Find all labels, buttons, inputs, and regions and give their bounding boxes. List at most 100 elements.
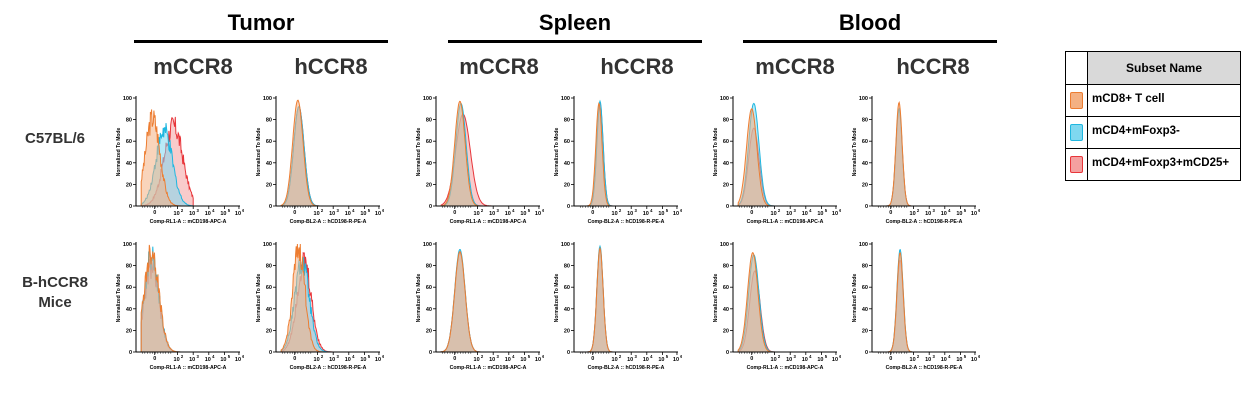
x-tick-label: 10	[360, 211, 366, 217]
y-axis-label: Normalized To Mode	[713, 128, 719, 177]
histogram-panel: 0 20 40 60 80 100 Normalized To Mode 0 10 2 10 3 10 4…	[254, 88, 385, 228]
y-tick-label: 80	[723, 264, 729, 270]
x-tick-label: 10	[910, 211, 916, 217]
x-tick-label: 10	[956, 211, 962, 217]
x-tick-label: 10	[474, 357, 480, 363]
y-tick-label: 0	[129, 204, 132, 210]
x-tick-label: 10	[235, 357, 241, 363]
red-swatch-icon	[1070, 156, 1083, 173]
x-axis-label: Comp-BL2-A :: hCD198-R-PE-A	[588, 219, 665, 225]
x-tick-label: 10	[817, 211, 823, 217]
x-axis-label: Comp-RL1-A :: mCD198-APC-A	[747, 365, 824, 371]
row-label-line: Mice	[38, 294, 72, 311]
x-tick-label: 10	[235, 211, 241, 217]
legend-item-label: mCD8+ T cell	[1092, 93, 1165, 105]
y-tick-label: 60	[126, 285, 132, 291]
x-tick-exponent: 4	[650, 354, 653, 359]
y-tick-label: 0	[269, 204, 272, 210]
row-label-bhccr8: B-hCCR8 Mice	[10, 273, 100, 313]
x-tick-label: 10	[925, 211, 931, 217]
x-tick-label: 10	[474, 211, 480, 217]
legend-divider	[1087, 85, 1088, 116]
group-title-tumor: Tumor	[227, 10, 295, 35]
x-tick-exponent: 3	[794, 354, 797, 359]
x-tick-exponent: 2	[917, 354, 920, 359]
y-tick-label: 100	[561, 96, 570, 102]
y-tick-label: 20	[126, 328, 132, 334]
y-tick-label: 0	[726, 350, 729, 356]
x-tick-label: 10	[375, 357, 381, 363]
histogram-panel: 0 20 40 60 80 100 Normalized To Mode 0 10 2 10 3 10 4…	[114, 88, 245, 228]
x-tick-exponent: 3	[933, 208, 936, 213]
y-tick-label: 0	[567, 350, 570, 356]
x-tick-label: 10	[925, 357, 931, 363]
y-tick-label: 40	[126, 161, 132, 167]
x-tick-label: 10	[673, 211, 679, 217]
histogram-panel: 0 20 40 60 80 100 Normalized To Mode 0 10 2 10 3 10 4…	[552, 88, 683, 228]
y-tick-label: 60	[266, 285, 272, 291]
y-tick-label: 20	[126, 182, 132, 188]
x-tick-exponent: 5	[368, 208, 371, 213]
x-tick-exponent: 2	[619, 208, 622, 213]
x-axis-label: Comp-BL2-A :: hCD198-R-PE-A	[290, 365, 367, 371]
histogram-series-area	[877, 252, 930, 353]
y-axis-label: Normalized To Mode	[116, 128, 122, 177]
x-tick-label: 10	[658, 357, 664, 363]
histogram-panel: 0 20 40 60 80 100 Normalized To Mode 0 10 2 10 3 10 4…	[254, 234, 385, 374]
y-axis-label: Normalized To Mode	[554, 274, 560, 323]
x-tick-exponent: 2	[917, 208, 920, 213]
y-tick-label: 60	[862, 285, 868, 291]
y-axis-label: Normalized To Mode	[554, 128, 560, 177]
x-tick-exponent: 6	[680, 354, 682, 359]
x-tick-exponent: 4	[512, 354, 515, 359]
x-tick-exponent: 6	[542, 208, 544, 213]
y-tick-label: 80	[266, 264, 272, 270]
x-tick-label: 10	[941, 357, 947, 363]
y-tick-label: 40	[862, 161, 868, 167]
x-tick-label: 10	[174, 211, 180, 217]
x-axis-label: Comp-RL1-A :: mCD198-APC-A	[747, 219, 824, 225]
x-tick-label: 10	[802, 211, 808, 217]
x-tick-exponent: 3	[497, 208, 500, 213]
x-tick-label: 10	[535, 357, 541, 363]
x-tick-label: 10	[329, 211, 335, 217]
column-label: mCCR8	[459, 54, 539, 79]
x-tick-label: 10	[220, 211, 226, 217]
x-tick-label: 10	[189, 357, 195, 363]
x-tick-exponent: 3	[635, 354, 638, 359]
y-tick-label: 0	[269, 350, 272, 356]
x-tick-exponent: 2	[619, 354, 622, 359]
x-tick-exponent: 6	[680, 208, 682, 213]
histogram-series-area	[579, 102, 632, 207]
x-axis-label: Comp-RL1-A :: mCD198-APC-A	[150, 365, 227, 371]
x-tick-label: 0	[750, 356, 753, 362]
x-tick-exponent: 4	[352, 208, 355, 213]
x-tick-label: 0	[293, 210, 296, 216]
column-label: hCCR8	[896, 54, 970, 79]
x-axis-label: Comp-BL2-A :: hCD198-R-PE-A	[886, 219, 963, 225]
legend-item: mCD8+ T cell	[1066, 85, 1240, 117]
x-tick-exponent: 6	[542, 354, 544, 359]
x-tick-exponent: 5	[666, 354, 669, 359]
y-tick-label: 100	[859, 96, 868, 102]
y-tick-label: 40	[723, 161, 729, 167]
legend-divider	[1087, 117, 1088, 148]
group-title-blood: Blood	[838, 10, 902, 35]
legend-divider	[1087, 149, 1088, 180]
y-tick-label: 40	[862, 307, 868, 313]
x-tick-exponent: 2	[778, 208, 781, 213]
y-tick-label: 20	[723, 182, 729, 188]
x-tick-exponent: 6	[382, 208, 384, 213]
y-tick-label: 0	[865, 350, 868, 356]
histogram-panel: 0 20 40 60 80 100 Normalized To Mode 0 10 2 10 3 10 4…	[711, 234, 842, 374]
x-axis-label: Comp-BL2-A :: hCD198-R-PE-A	[290, 219, 367, 225]
y-tick-label: 60	[723, 139, 729, 145]
y-tick-label: 80	[723, 118, 729, 124]
x-tick-label: 10	[786, 357, 792, 363]
x-tick-exponent: 3	[197, 208, 200, 213]
x-tick-label: 10	[956, 357, 962, 363]
